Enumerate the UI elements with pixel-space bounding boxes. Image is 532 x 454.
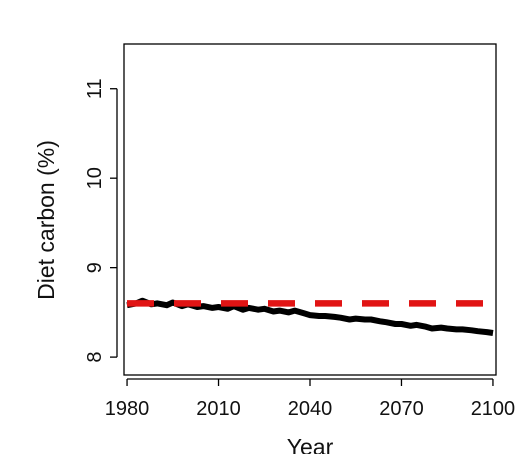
y-tick-label: 11: [84, 78, 106, 99]
x-tick-label: 2100: [471, 398, 516, 420]
x-tick-label: 2070: [379, 398, 424, 420]
y-axis: 8 9 10 11: [84, 78, 118, 363]
x-tick-label: 1980: [105, 398, 150, 420]
y-tick-label: 8: [84, 352, 106, 363]
y-tick-label: 10: [84, 167, 106, 189]
plot-frame: [123, 43, 497, 376]
y-tick-label: 9: [84, 262, 106, 273]
y-axis-title: Diet carbon (%): [33, 140, 59, 300]
x-tick-label: 2040: [288, 398, 333, 420]
x-tick-label: 2010: [196, 398, 241, 420]
x-axis-title: Year: [287, 434, 334, 454]
series-layer: [126, 297, 494, 336]
x-axis: 1980 2010 2040 2070 2100: [105, 378, 516, 420]
